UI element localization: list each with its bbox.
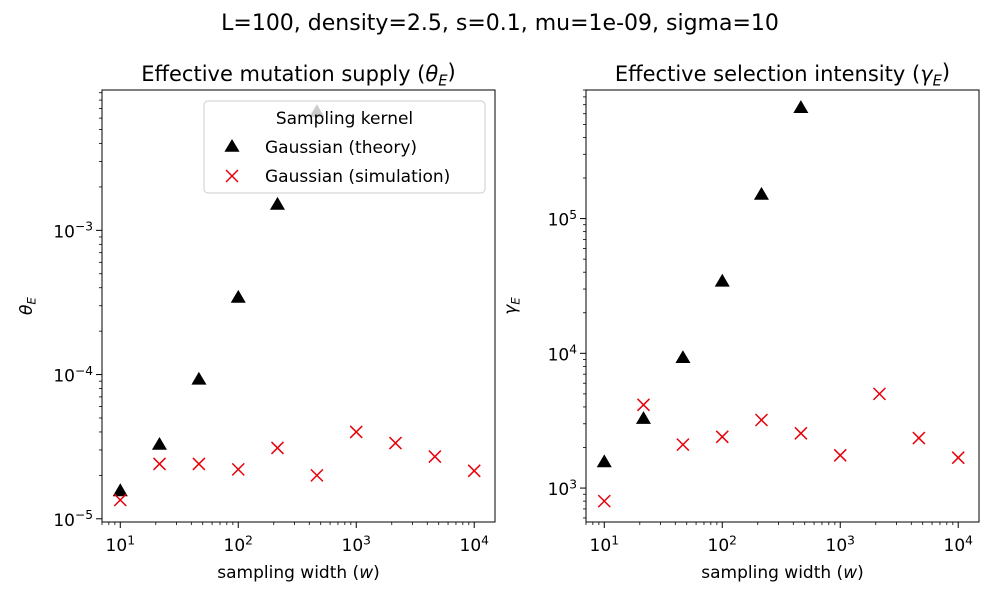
figure-suptitle: L=100, density=2.5, s=0.1, mu=1e-09, sig… [221, 11, 779, 36]
x-tick-label: 103 [826, 533, 855, 556]
data-point-simulation [676, 438, 690, 452]
data-point-simulation [349, 425, 363, 439]
data-point-simulation [270, 441, 285, 455]
x-tick-label: 104 [944, 533, 974, 556]
x-tick-label: 102 [224, 533, 253, 556]
data-point-theory [269, 196, 285, 210]
panel-1: Effective mutation supply (θE) sampling w… [17, 60, 496, 583]
data-point-theory [112, 483, 128, 497]
y-tick-label: 104 [548, 343, 578, 366]
panel-title: Effective selection intensity (γE) [615, 60, 950, 89]
x-axis-label: sampling width (w) [701, 563, 863, 583]
data-point-simulation [715, 430, 729, 444]
data-point-simulation [231, 462, 245, 476]
series-simulation [597, 387, 965, 508]
legend-box [203, 100, 486, 194]
data-point-theory [596, 454, 612, 468]
data-point-simulation [912, 431, 926, 445]
legend-label-theory: Gaussian (theory) [265, 138, 417, 158]
y-tick-label: 10−4 [53, 364, 93, 387]
data-point-simulation [597, 494, 611, 508]
y-tick-label: 103 [548, 477, 577, 500]
x-tick-label: 103 [342, 533, 371, 556]
data-point-simulation [152, 457, 167, 471]
legend-marker-theory [224, 139, 240, 152]
data-point-simulation [428, 450, 442, 464]
legend-label-simulation: Gaussian (simulation) [265, 167, 450, 187]
x-axis-label: sampling width (w) [217, 563, 379, 583]
plot-frame [585, 89, 980, 523]
data-point-simulation [192, 457, 206, 471]
data-point-simulation [636, 398, 651, 412]
data-point-simulation [113, 493, 127, 507]
data-point-theory [793, 100, 809, 113]
x-tick-label: 101 [590, 533, 619, 556]
legend-marker-simulation [225, 169, 239, 183]
data-point-theory [191, 371, 207, 385]
data-point-theory [675, 350, 691, 363]
data-point-simulation [794, 426, 808, 440]
x-tick-label: 104 [460, 533, 490, 556]
legend: Sampling kernel Gaussian (theory) Gaussian… [203, 100, 486, 194]
panel-2: Effective selection intensity (γE) sampli… [501, 60, 980, 583]
y-tick-label: 10−5 [53, 508, 93, 531]
data-point-simulation [310, 468, 324, 482]
data-point-theory [635, 411, 651, 424]
legend-title: Sampling kernel [276, 109, 413, 129]
series-theory [596, 100, 809, 468]
data-point-theory [151, 437, 167, 450]
y-tick-label: 10−3 [53, 220, 93, 243]
data-point-simulation [833, 448, 847, 462]
series-simulation [113, 425, 481, 507]
data-point-simulation [951, 451, 965, 465]
x-tick-label: 102 [708, 533, 737, 556]
data-point-theory [230, 289, 246, 303]
data-point-simulation [754, 413, 769, 427]
data-point-theory [714, 273, 730, 287]
y-axis-label: θE [17, 297, 39, 315]
data-point-theory [753, 186, 769, 200]
x-tick-label: 101 [106, 533, 135, 556]
data-point-simulation [872, 387, 886, 401]
data-point-simulation [467, 464, 481, 478]
y-tick-label: 105 [548, 208, 577, 231]
y-axis-label: γE [501, 297, 523, 315]
panel-title: Effective mutation supply (θE) [141, 60, 455, 89]
data-point-simulation [388, 436, 402, 450]
